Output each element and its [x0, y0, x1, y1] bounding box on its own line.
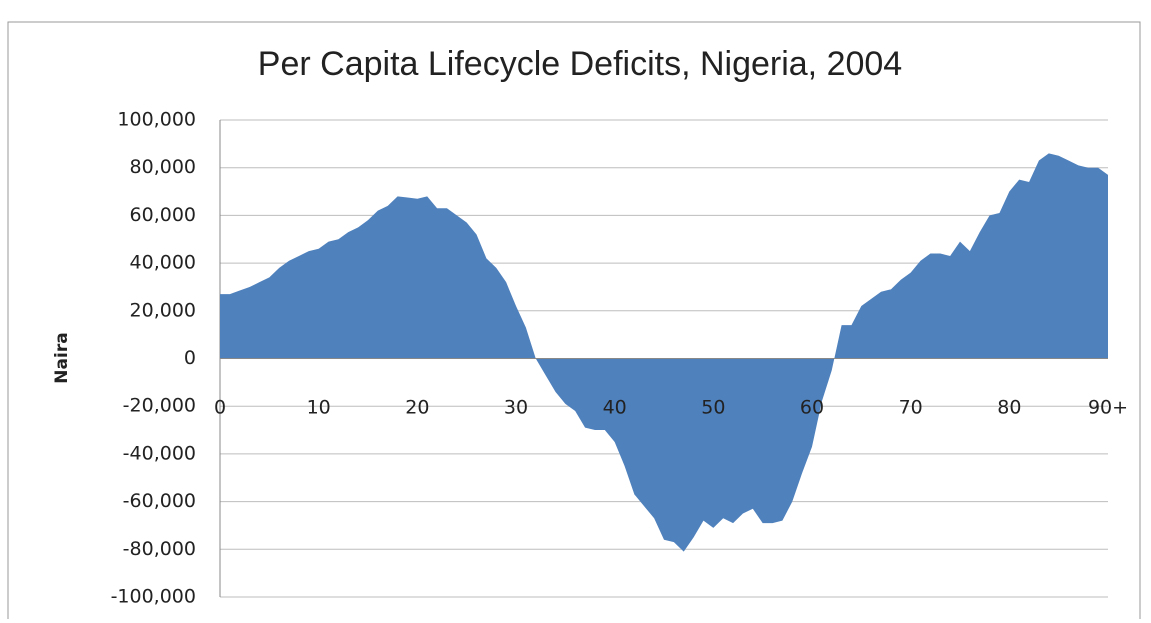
chart-title: Per Capita Lifecycle Deficits, Nigeria, … [258, 45, 902, 83]
y-tick-label: -80,000 [123, 538, 196, 560]
y-tick-label: -100,000 [111, 586, 196, 608]
x-tick-label: 60 [800, 397, 824, 419]
x-tick-label: 10 [307, 397, 331, 419]
y-tick-label: -40,000 [123, 442, 196, 464]
y-tick-label: 80,000 [130, 156, 196, 178]
x-tick-label: 30 [504, 397, 528, 419]
x-tick-label: 0 [214, 397, 226, 419]
x-tick-label: 20 [405, 397, 429, 419]
y-tick-label: 20,000 [130, 299, 196, 321]
x-tick-label: 80 [997, 397, 1021, 419]
y-axis-label: Naira [52, 332, 72, 383]
y-tick-label: 60,000 [130, 204, 196, 226]
y-tick-label: 100,000 [117, 109, 196, 131]
x-tick-label: 50 [701, 397, 725, 419]
area [220, 153, 1108, 552]
y-tick-label: 40,000 [130, 252, 196, 274]
x-tick-label: 40 [603, 397, 627, 419]
y-tick-label: -60,000 [123, 490, 196, 512]
x-tick-label: 70 [899, 397, 923, 419]
y-tick-label: 0 [184, 347, 196, 369]
x-tick-label: 90+ [1088, 397, 1128, 419]
y-tick-label: -20,000 [123, 395, 196, 417]
